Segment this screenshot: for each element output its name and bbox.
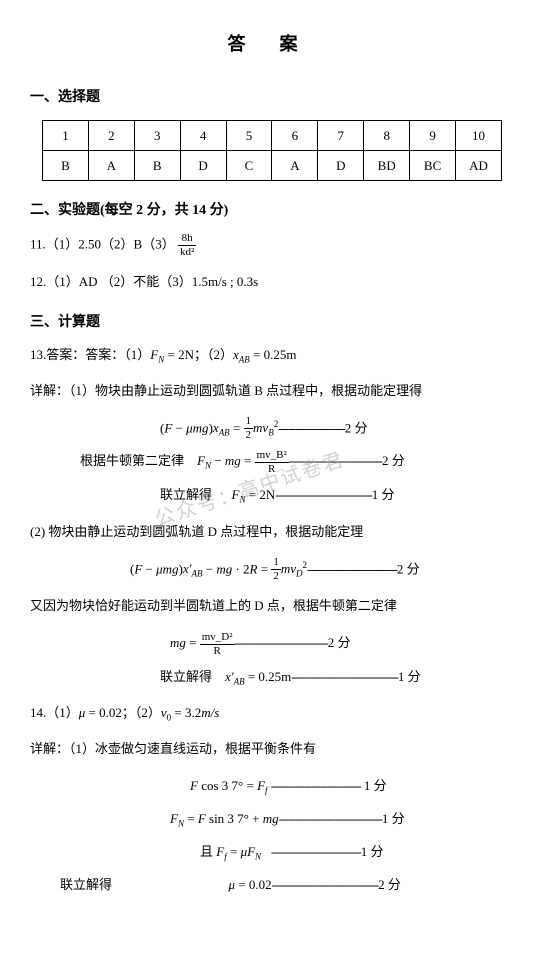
cell: AD xyxy=(456,151,502,181)
cell: D xyxy=(180,151,226,181)
cell: A xyxy=(88,151,134,181)
q11-line: 11.（1）2.50（2）B（3） 8hkd² xyxy=(30,233,503,258)
cell: 8 xyxy=(364,121,410,151)
score: 1 分 xyxy=(398,669,421,684)
cell: 10 xyxy=(456,121,502,151)
cell: B xyxy=(134,151,180,181)
score: 2 分 xyxy=(397,561,420,576)
text: 联立解得 xyxy=(160,669,212,684)
q13-answer: 13.答案：答案：（1）FN = 2N；（2）xAB = 0.25m xyxy=(30,345,503,367)
section1-heading: 一、选择题 xyxy=(30,86,503,106)
answer-table: 1 2 3 4 5 6 7 8 9 10 B A B D C A D BD BC… xyxy=(42,120,502,181)
score: 1 分 xyxy=(364,778,387,793)
q13-part2: (2) 物块由静止运动到圆弧轨道 D 点过程中，根据动能定理 xyxy=(30,522,503,543)
q11-v1: 2.50 xyxy=(78,236,101,251)
cell: 9 xyxy=(410,121,456,151)
q14-final: 联立解得 μ = 0.02---------------------------… xyxy=(30,873,503,896)
q11-prefix: 11.（1） xyxy=(30,236,78,251)
text: 联立解得 xyxy=(60,877,112,892)
q12-line: 12.（1）AD （2）不能（3）1.5m/s ; 0.3s xyxy=(30,272,503,293)
text: 联立解得 xyxy=(160,487,212,502)
text: 根据牛顿第二定律 xyxy=(80,453,184,468)
cell: 5 xyxy=(226,121,272,151)
cell: 6 xyxy=(272,121,318,151)
score: 1 分 xyxy=(361,844,384,859)
q14-answer: 14.（1）μ = 0.02；（2）v0 = 3.2m/s xyxy=(30,703,503,725)
q14-eq2: FN = F sin 3 7° + mg--------------------… xyxy=(30,807,503,832)
q13-eq6: 联立解得 x'AB = 0.25m-----------------------… xyxy=(30,665,503,690)
section2-heading: 二、实验题(每空 2 分，共 14 分) xyxy=(30,199,503,219)
frac-num: mv_D² xyxy=(200,632,235,645)
q11-frac: 8hkd² xyxy=(178,233,196,258)
score: 2 分 xyxy=(345,420,368,435)
cell: 2 xyxy=(88,121,134,151)
frac-den: R xyxy=(200,645,235,657)
cell: BD xyxy=(364,151,410,181)
score: 1 分 xyxy=(372,487,395,502)
q13-line3: 联立解得 FN = 2N----------------------------… xyxy=(30,483,503,508)
q11-mid: （2）B（3） xyxy=(101,236,175,251)
cell: 7 xyxy=(318,121,364,151)
frac-den: R xyxy=(255,463,289,475)
score: 2 分 xyxy=(328,635,351,650)
q14-eq3: 且 Ff = μFN ---------------------------1 … xyxy=(30,840,503,865)
cell: BC xyxy=(410,151,456,181)
frac-den: kd² xyxy=(178,246,196,258)
page-title: 答 案 xyxy=(30,30,503,56)
cell: C xyxy=(226,151,272,181)
q13-exp1: 详解：（1）物块由静止运动到圆弧轨道 B 点过程中，根据动能定理得 xyxy=(30,381,503,402)
cell: B xyxy=(43,151,89,181)
score: 2 分 xyxy=(378,877,401,892)
section3-heading: 三、计算题 xyxy=(30,311,503,331)
score: 1 分 xyxy=(382,811,405,826)
score: 2 分 xyxy=(382,453,405,468)
frac-num: 8h xyxy=(178,233,196,246)
q13-eq1: (F − μmg)xAB = 12mvB2-------------------… xyxy=(30,416,503,442)
table-row: B A B D C A D BD BC AD xyxy=(43,151,502,181)
q13-line2: 根据牛顿第二定律 FN − mg = mv_B²R---------------… xyxy=(30,449,503,475)
q13-line4: 又因为物块恰好能运动到半圆轨道上的 D 点，根据牛顿第二定律 xyxy=(30,596,503,617)
q13-eq4: (F − μmg)x'AB − mg · 2R = 12mvD2--------… xyxy=(30,557,503,583)
table-row: 1 2 3 4 5 6 7 8 9 10 xyxy=(43,121,502,151)
frac-num: mv_B² xyxy=(255,450,289,463)
cell: 4 xyxy=(180,121,226,151)
cell: 3 xyxy=(134,121,180,151)
cell: A xyxy=(272,151,318,181)
q13-eq5: mg = mv_D²R----------------------------2… xyxy=(30,631,503,657)
q14-eq1: F cos 3 7° = Ff ------------------------… xyxy=(30,774,503,799)
cell: D xyxy=(318,151,364,181)
cell: 1 xyxy=(43,121,89,151)
q14-exp: 详解：（1）冰壶做匀速直线运动，根据平衡条件有 xyxy=(30,739,503,760)
